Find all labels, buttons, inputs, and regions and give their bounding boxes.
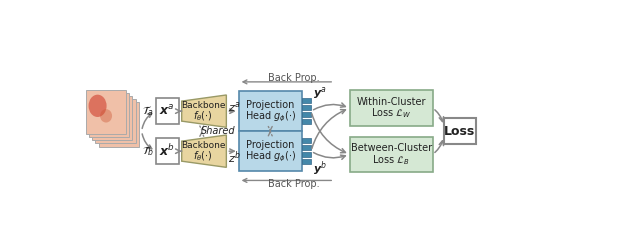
- Bar: [239, 91, 302, 131]
- Text: Head $g_{\phi}(\cdot)$: Head $g_{\phi}(\cdot)$: [244, 149, 296, 164]
- Bar: [302, 119, 311, 124]
- Text: Between-Cluster: Between-Cluster: [351, 143, 432, 153]
- Bar: [302, 145, 311, 150]
- Text: $f_{\theta}(\cdot)$: $f_{\theta}(\cdot)$: [193, 150, 213, 163]
- Bar: [302, 159, 311, 164]
- Bar: [349, 90, 433, 126]
- Bar: [95, 99, 136, 143]
- Bar: [444, 118, 476, 144]
- Bar: [156, 138, 179, 164]
- Text: Within-Cluster: Within-Cluster: [356, 97, 426, 107]
- Text: Back Prop.: Back Prop.: [268, 73, 320, 83]
- Text: Loss: Loss: [444, 125, 476, 138]
- Text: Loss $\mathcal{L}_W$: Loss $\mathcal{L}_W$: [371, 107, 412, 120]
- Text: $\boldsymbol{x}^a$: $\boldsymbol{x}^a$: [159, 104, 175, 118]
- Text: Backbone: Backbone: [181, 141, 225, 150]
- Text: $z^a$: $z^a$: [228, 100, 241, 113]
- Text: Loss $\mathcal{L}_B$: Loss $\mathcal{L}_B$: [372, 153, 410, 167]
- Bar: [302, 152, 311, 157]
- Bar: [156, 98, 179, 124]
- Text: Shared: Shared: [202, 126, 236, 136]
- Text: Projection: Projection: [246, 140, 294, 150]
- Text: $\mathcal{T}_a$: $\mathcal{T}_a$: [142, 104, 154, 118]
- Text: $f_{\theta}(\cdot)$: $f_{\theta}(\cdot)$: [193, 110, 213, 123]
- Bar: [92, 96, 132, 140]
- Text: $\mathcal{T}_b$: $\mathcal{T}_b$: [141, 144, 154, 158]
- Bar: [90, 93, 129, 137]
- Bar: [302, 138, 311, 143]
- Bar: [302, 98, 311, 103]
- Ellipse shape: [100, 109, 112, 123]
- Text: $\boldsymbol{x}^b$: $\boldsymbol{x}^b$: [159, 143, 175, 159]
- Bar: [349, 137, 433, 172]
- Bar: [86, 90, 126, 134]
- Text: Head $g_{\phi}(\cdot)$: Head $g_{\phi}(\cdot)$: [244, 109, 296, 124]
- Bar: [239, 131, 302, 171]
- Text: $\boldsymbol{y}^b$: $\boldsymbol{y}^b$: [314, 160, 327, 178]
- Text: $z^b$: $z^b$: [228, 149, 241, 166]
- Polygon shape: [182, 135, 227, 167]
- Ellipse shape: [88, 95, 107, 117]
- Bar: [302, 112, 311, 117]
- Bar: [99, 102, 139, 147]
- Text: Projection: Projection: [246, 100, 294, 110]
- Text: Backbone: Backbone: [181, 101, 225, 110]
- Text: Back Prop.: Back Prop.: [268, 179, 320, 189]
- Bar: [302, 105, 311, 110]
- Polygon shape: [182, 95, 227, 127]
- Text: $\boldsymbol{y}^a$: $\boldsymbol{y}^a$: [314, 85, 327, 101]
